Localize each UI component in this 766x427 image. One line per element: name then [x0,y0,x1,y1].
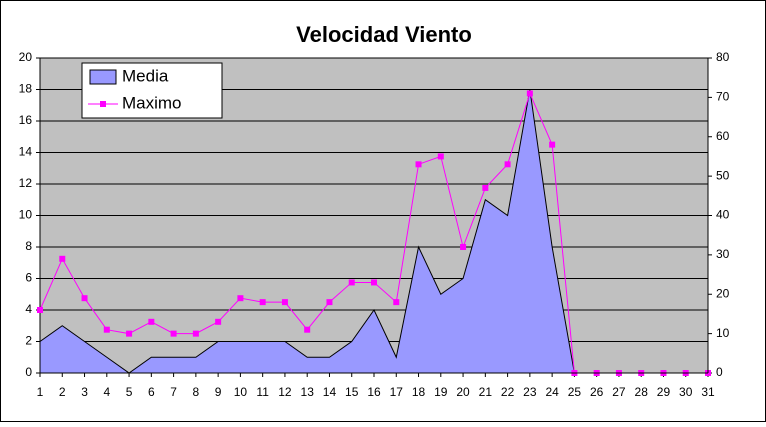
y2-tick-label: 70 [716,90,730,104]
marker [259,299,266,306]
y-tick-label: 16 [19,113,33,127]
y2-tick-label: 20 [716,286,730,300]
marker [148,318,155,325]
marker [59,255,66,262]
x-tick-label: 18 [412,385,426,399]
x-tick-label: 6 [148,385,155,399]
marker [237,295,244,302]
y2-tick-label: 60 [716,129,730,143]
x-tick-label: 20 [456,385,470,399]
y2-tick-label: 0 [716,365,723,379]
marker [81,295,88,302]
x-tick-label: 13 [301,385,315,399]
x-tick-label: 9 [215,385,222,399]
x-tick-label: 22 [501,385,515,399]
legend-label: Media [122,66,169,85]
marker [192,330,199,337]
marker [326,299,333,306]
x-tick-label: 10 [234,385,248,399]
y2-tick-label: 10 [716,326,730,340]
x-tick-label: 31 [701,385,715,399]
x-tick-label: 8 [193,385,200,399]
marker [393,299,400,306]
y2-tick-label: 50 [716,168,730,182]
x-tick-label: 1 [37,385,44,399]
marker [126,330,133,337]
marker [437,153,444,160]
y-tick-label: 18 [19,82,33,96]
y2-tick-label: 30 [716,247,730,261]
x-tick-label: 11 [256,385,269,399]
marker [549,141,556,148]
marker [415,161,422,168]
x-tick-label: 25 [568,385,582,399]
x-tick-label: 2 [59,385,66,399]
marker [103,326,110,333]
x-tick-label: 15 [345,385,359,399]
x-tick-label: 26 [590,385,604,399]
x-tick-label: 28 [635,385,649,399]
legend-label: Maximo [122,93,182,112]
y-tick-label: 14 [19,145,33,159]
marker [170,330,177,337]
x-tick-label: 29 [657,385,671,399]
marker [371,279,377,286]
x-tick-label: 14 [323,385,337,399]
x-tick-label: 23 [523,385,537,399]
y2-tick-label: 40 [716,208,730,222]
y-tick-label: 0 [25,365,32,379]
y-tick-label: 8 [25,239,32,253]
y-tick-label: 6 [25,271,32,285]
marker [504,161,511,168]
legend-marker [100,101,106,107]
x-tick-label: 27 [612,385,626,399]
marker [281,299,288,306]
y2-tick-label: 80 [716,50,730,64]
x-tick-label: 7 [170,385,177,399]
marker [215,318,222,325]
marker [460,244,467,250]
x-tick-label: 4 [103,385,110,399]
x-tick-label: 5 [126,385,133,399]
x-tick-label: 16 [367,385,381,399]
x-tick-label: 3 [81,385,88,399]
x-tick-label: 19 [434,385,448,399]
marker [526,90,533,97]
legend-swatch [89,69,117,85]
x-tick-label: 17 [390,385,404,399]
x-tick-label: 12 [278,385,292,399]
y-tick-label: 12 [19,176,33,190]
y-tick-label: 2 [25,334,32,348]
marker [348,279,355,286]
y-tick-label: 20 [19,50,33,64]
x-tick-label: 21 [479,385,493,399]
marker [482,184,489,191]
marker [304,326,311,333]
chart-title: Velocidad Viento [296,22,472,47]
marker [37,307,43,313]
y-tick-label: 10 [19,208,33,222]
y-tick-label: 4 [25,302,32,316]
x-tick-label: 30 [679,385,693,399]
x-tick-label: 24 [545,385,559,399]
